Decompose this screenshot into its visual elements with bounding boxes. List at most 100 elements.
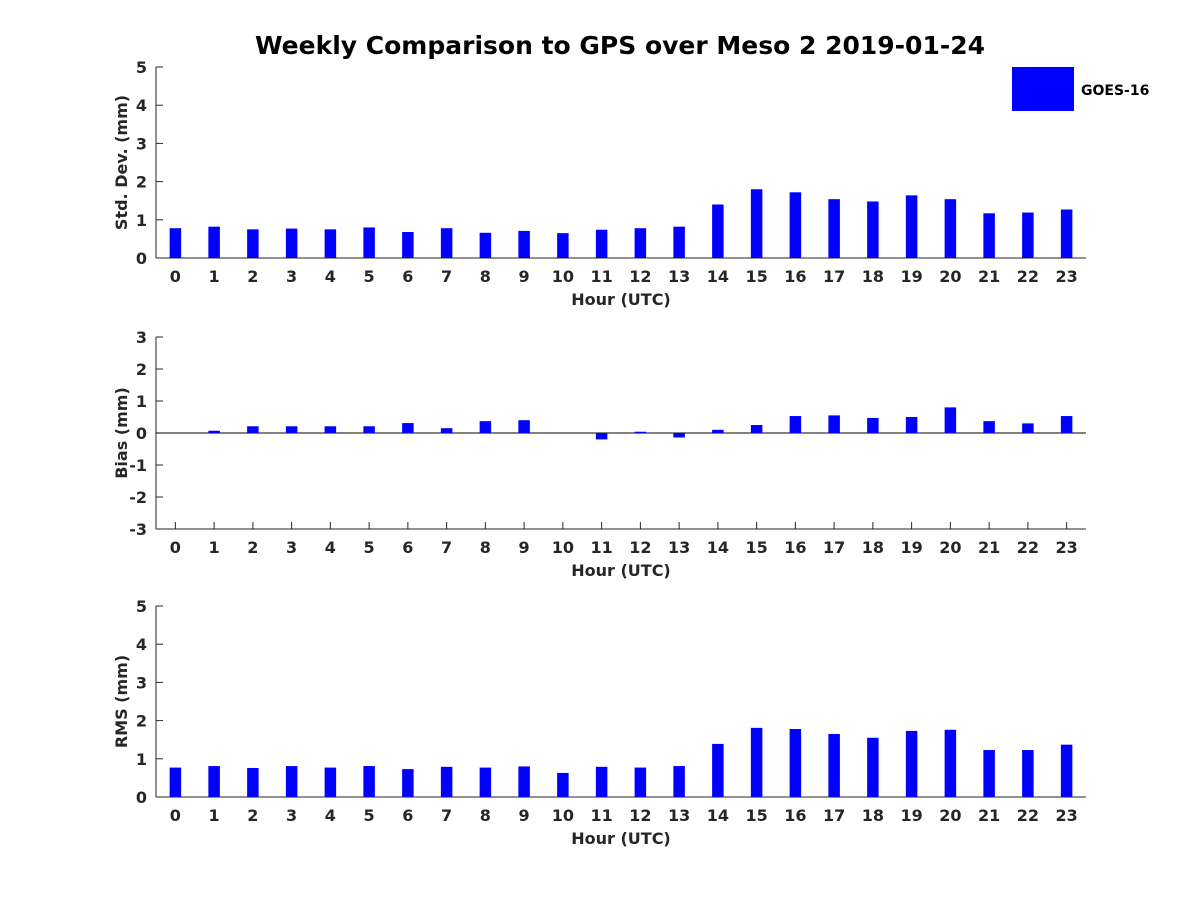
rms-x-axis-label: Hour (UTC): [571, 829, 671, 848]
stddev-ytick-label: 1: [136, 211, 147, 230]
rms-xtick-label: 18: [862, 806, 884, 825]
chart-title: Weekly Comparison to GPS over Meso 2 201…: [255, 31, 985, 60]
rms-bar: [169, 767, 182, 797]
rms-bar: [208, 766, 220, 797]
bias-xtick-label: 23: [1055, 538, 1077, 557]
rms-xtick-label: 11: [590, 806, 612, 825]
bias-ytick-label: 2: [136, 360, 147, 379]
stddev-bar: [1060, 209, 1073, 258]
bias-xtick-label: 14: [707, 538, 729, 557]
stddev-xtick-label: 6: [402, 267, 413, 286]
bias-bar: [247, 426, 259, 433]
bias-bar: [905, 417, 918, 433]
bias-ytick-label: -3: [129, 520, 147, 539]
bias-bar: [983, 421, 995, 433]
bias-bar: [944, 407, 957, 433]
stddev-bar: [247, 229, 259, 258]
bias-xtick-label: 17: [823, 538, 845, 557]
stddev-xtick-label: 15: [745, 267, 767, 286]
bias-xtick-label: 18: [862, 538, 884, 557]
bias-ytick-label: 0: [136, 424, 147, 443]
stddev-xtick-label: 4: [325, 267, 336, 286]
stddev-bar: [440, 228, 453, 258]
bias-ytick-label: 1: [136, 392, 147, 411]
rms-bar: [518, 766, 530, 797]
bias-xtick-label: 7: [441, 538, 452, 557]
rms-xtick-label: 7: [441, 806, 452, 825]
rms-ytick-label: 2: [136, 712, 147, 731]
stddev-xtick-label: 21: [978, 267, 1000, 286]
rms-xtick-label: 6: [402, 806, 413, 825]
stddev-bar: [1022, 212, 1034, 258]
rms-xtick-label: 22: [1017, 806, 1039, 825]
bias-xtick-label: 22: [1017, 538, 1039, 557]
bias-bar: [518, 420, 530, 433]
legend: GOES-16: [1012, 67, 1149, 111]
rms-bar: [479, 767, 492, 797]
bias-bar: [285, 426, 298, 433]
stddev-bar: [828, 199, 840, 258]
bias-bar: [208, 430, 220, 433]
stddev-xtick-label: 5: [364, 267, 375, 286]
rms-bar: [750, 727, 763, 797]
stddev-bar: [634, 228, 647, 258]
stddev-bar: [595, 229, 608, 258]
bias-bar: [867, 417, 879, 433]
stddev-bar: [169, 228, 182, 258]
rms-bar: [285, 766, 298, 797]
rms-xtick-label: 8: [480, 806, 491, 825]
rms-bar: [983, 750, 995, 797]
bias-xtick-label: 10: [552, 538, 574, 557]
rms-xtick-label: 2: [247, 806, 258, 825]
rms-ytick-label: 0: [136, 788, 147, 807]
bias-y-axis-label: Bias (mm): [112, 387, 131, 479]
rms-bar: [944, 729, 957, 797]
stddev-xtick-label: 12: [629, 267, 651, 286]
bias-x-axis-label: Hour (UTC): [571, 561, 671, 580]
rms-xtick-label: 20: [939, 806, 961, 825]
bias-bar: [1060, 416, 1073, 433]
bias-bar: [440, 428, 453, 433]
stddev-ytick-label: 4: [136, 96, 147, 115]
stddev-xtick-label: 10: [552, 267, 574, 286]
rms-xtick-label: 4: [325, 806, 336, 825]
rms-bar: [402, 769, 414, 797]
bias-xtick-label: 3: [286, 538, 297, 557]
bias-bar: [479, 421, 492, 433]
rms-bar: [440, 766, 453, 797]
bias-xtick-label: 0: [170, 538, 181, 557]
stddev-bar: [324, 229, 337, 258]
rms-bar: [1060, 744, 1073, 797]
rms-bar: [867, 737, 879, 797]
rms-bar: [247, 767, 259, 797]
bias-ytick-label: 3: [136, 328, 147, 347]
rms-xtick-label: 13: [668, 806, 690, 825]
bias-xtick-label: 16: [784, 538, 806, 557]
rms-xtick-label: 1: [209, 806, 220, 825]
bias-bar: [789, 416, 802, 433]
rms-bar: [712, 743, 724, 797]
bias-bar: [324, 426, 337, 433]
rms-ytick-label: 5: [136, 597, 147, 616]
stddev-xtick-label: 3: [286, 267, 297, 286]
rms-bar: [1022, 750, 1034, 797]
bias-xtick-label: 4: [325, 538, 336, 557]
stddev-bar: [208, 226, 220, 258]
stddev-bar: [363, 227, 375, 258]
bias-xtick-label: 6: [402, 538, 413, 557]
stddev-bar: [867, 201, 879, 258]
bias-xtick-label: 20: [939, 538, 961, 557]
bias-xtick-label: 2: [247, 538, 258, 557]
bias-ytick-label: -2: [129, 488, 147, 507]
rms-bar: [789, 729, 802, 797]
stddev-bar: [557, 233, 569, 258]
rms-xtick-label: 3: [286, 806, 297, 825]
stddev-bar: [750, 189, 763, 258]
stddev-xtick-label: 0: [170, 267, 181, 286]
legend-label: GOES-16: [1081, 83, 1149, 99]
stddev-bar: [479, 232, 492, 258]
rms-xtick-label: 12: [629, 806, 651, 825]
